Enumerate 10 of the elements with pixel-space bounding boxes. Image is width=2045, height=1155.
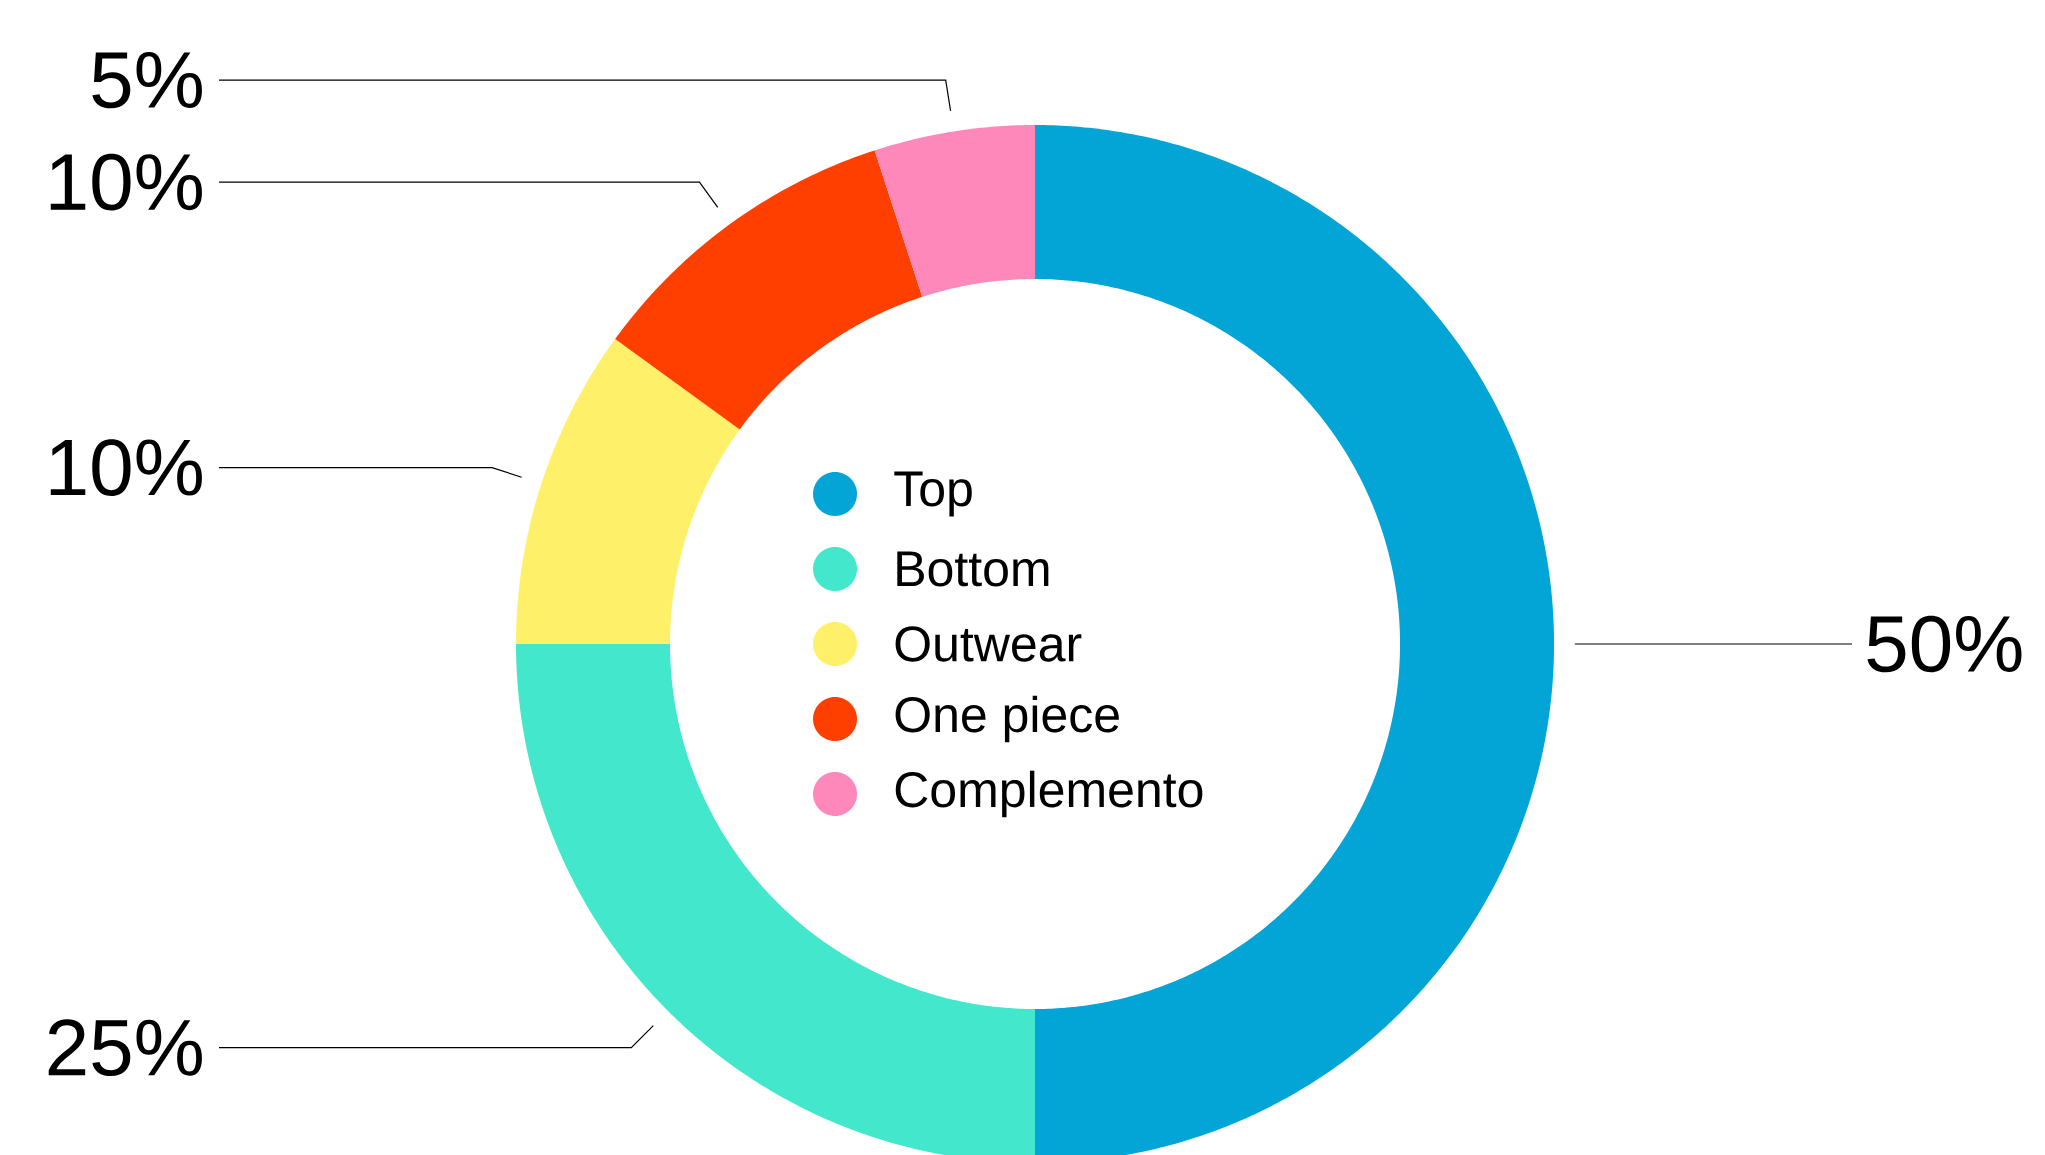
data-label: 50%: [1867, 615, 2022, 673]
data-label: 10%: [50, 439, 202, 496]
legend-label: One piece: [895, 695, 1119, 743]
legend-label: Outwear: [895, 626, 1082, 662]
data-label: 5%: [92, 51, 202, 109]
data-label: 10%: [50, 153, 202, 211]
legend-label: Complemento: [895, 770, 1203, 818]
legend-label: Bottom: [897, 551, 1049, 587]
legend-label: Top: [894, 471, 972, 517]
data-label: 25%: [48, 1019, 202, 1077]
